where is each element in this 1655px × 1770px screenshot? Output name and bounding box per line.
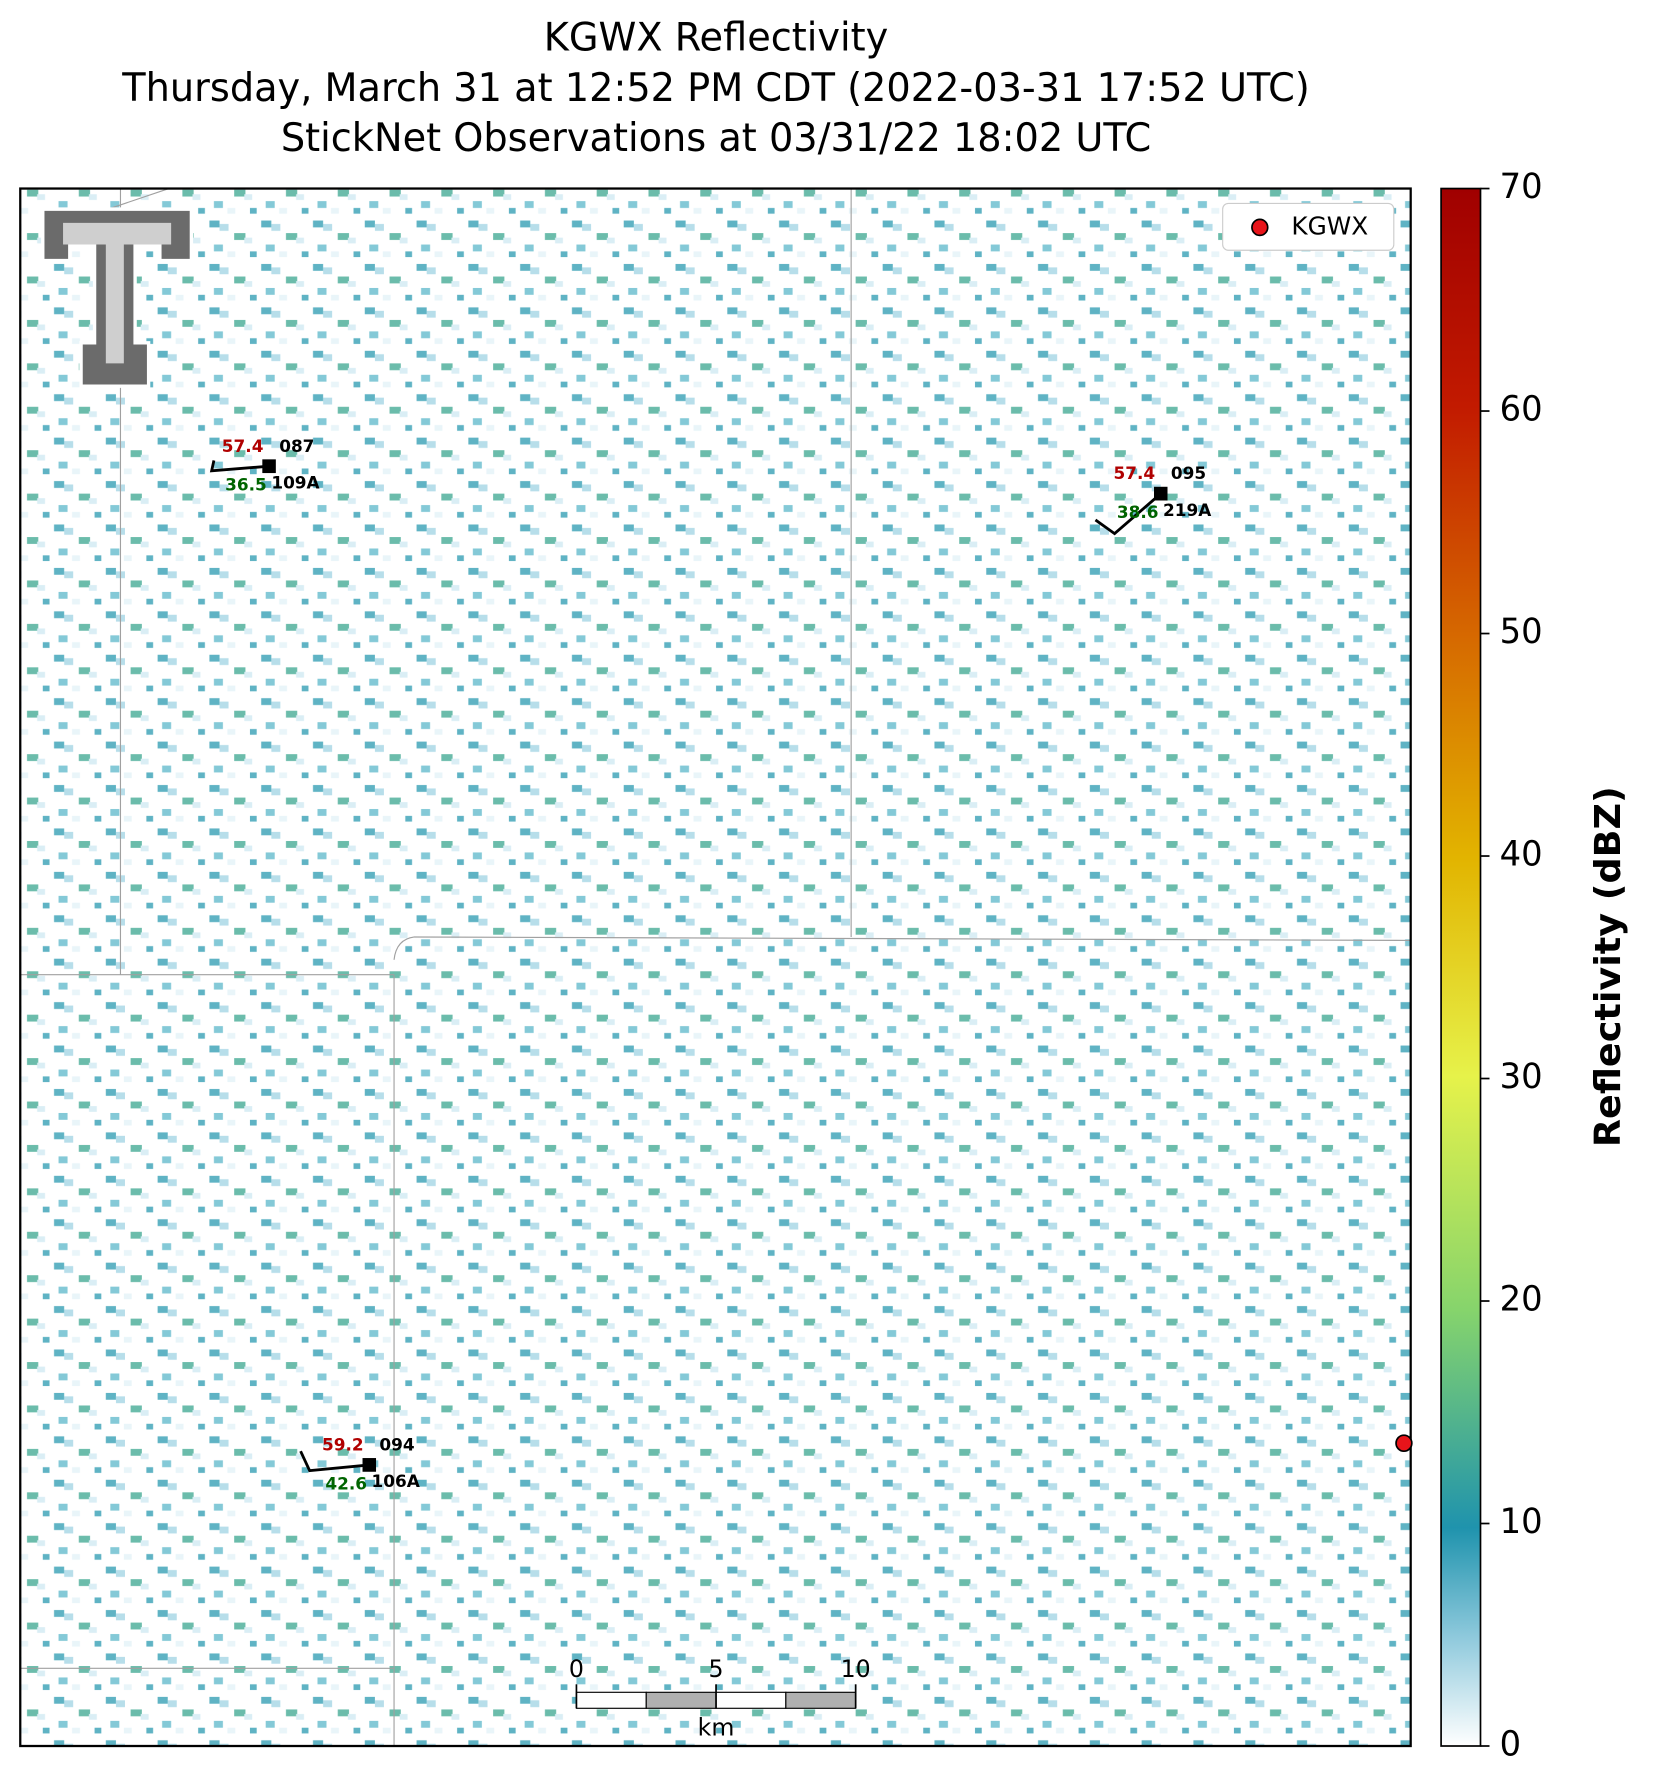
colorbar-tick-label: 30 [1500, 1057, 1543, 1097]
scale-segment [575, 1691, 647, 1709]
title-block: KGWX Reflectivity Thursday, March 31 at 1… [121, 15, 1309, 161]
wind-barb [209, 460, 270, 473]
legend-marker [1251, 218, 1269, 237]
probe-id: 109A [271, 473, 320, 493]
station-marker [362, 1458, 377, 1472]
ttu-logo [41, 207, 194, 388]
temperature: 59.2 [322, 1435, 364, 1455]
colorbar-tick-label: 20 [1500, 1279, 1543, 1319]
station-id: 087 [279, 437, 314, 457]
colorbar-label: Reflectivity (dBZ) [1586, 786, 1629, 1147]
legend: KGWX [1222, 202, 1395, 251]
scale-tick-label: 10 [841, 1655, 871, 1683]
colorbar-axis: 0 10 20 30 40 50 60 70 [1480, 167, 1543, 1765]
scale-unit: km [698, 1713, 735, 1741]
temperature: 57.4 [1113, 464, 1155, 484]
wind-barb [299, 1450, 370, 1473]
legend-box [1222, 202, 1395, 251]
station-id: 095 [1171, 464, 1206, 484]
colorbar-tick-label: 50 [1500, 612, 1543, 652]
title-line: StickNet Observations at 03/31/22 18:02 … [281, 116, 1151, 161]
station-marker [1153, 486, 1168, 501]
scale-tick-label: 0 [569, 1655, 584, 1683]
dewpoint: 38.6 [1117, 503, 1159, 523]
dewpoint: 36.5 [225, 476, 267, 496]
map-area [20, 188, 1411, 1747]
colorbar-tick-label: 0 [1500, 1724, 1521, 1764]
scale-bar: 0 5 10 km [569, 1655, 871, 1741]
dewpoint: 42.6 [325, 1474, 367, 1494]
title-line: KGWX Reflectivity [544, 15, 889, 60]
radar-site [1395, 1434, 1413, 1453]
title-line: Thursday, March 31 at 12:52 PM CDT (2022… [121, 66, 1309, 111]
probe-id: 219A [1163, 501, 1212, 521]
colorbar [1440, 187, 1482, 1747]
scale-segment [715, 1691, 787, 1709]
county-lines [20, 188, 1411, 1747]
colorbar-tick-label: 60 [1500, 389, 1543, 429]
plot-frame [19, 187, 1412, 1748]
colorbar-tick-label: 10 [1500, 1502, 1543, 1542]
station-marker [262, 459, 276, 474]
scale-segment [785, 1691, 857, 1709]
stations: 57.4 087 36.5 109A 57.4 095 38.6 219A 59.2 094 42.… [209, 437, 1212, 1494]
radar-echo-texture [20, 188, 1411, 1747]
legend-label: KGWX [1291, 211, 1368, 240]
probe-id: 106A [372, 1472, 421, 1492]
colorbar-tick-label: 70 [1500, 167, 1543, 207]
temperature: 57.4 [222, 437, 264, 457]
scale-segment [645, 1691, 717, 1709]
station-id: 094 [379, 1435, 414, 1455]
colorbar-tick-label: 40 [1500, 834, 1543, 874]
wind-barb [1094, 492, 1162, 536]
scale-tick-label: 5 [709, 1655, 724, 1683]
